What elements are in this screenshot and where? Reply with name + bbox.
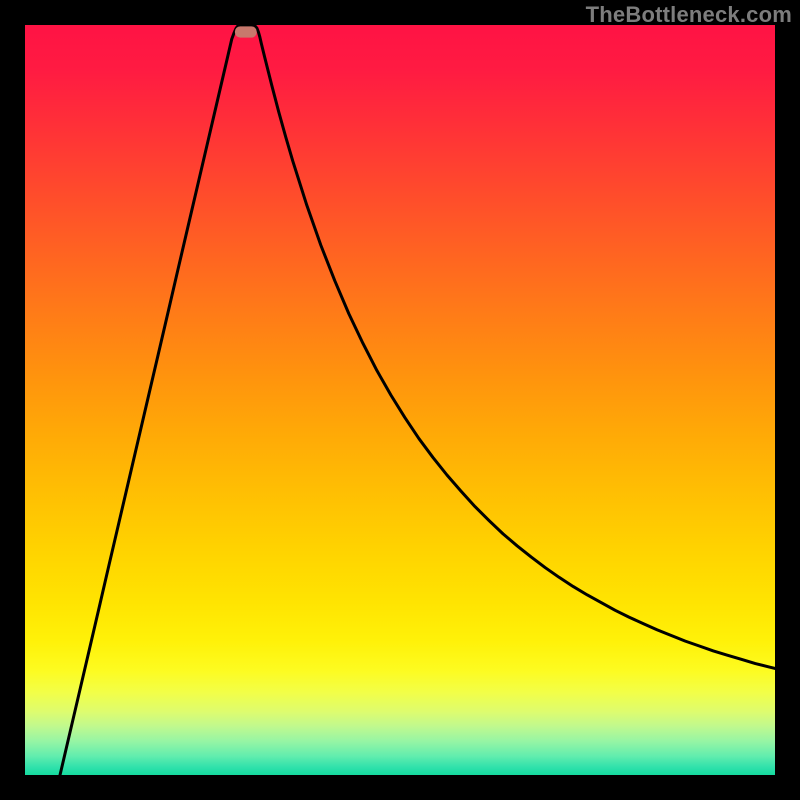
optimal-marker — [235, 26, 257, 37]
plot-background — [25, 25, 775, 775]
chart-frame: TheBottleneck.com — [0, 0, 800, 800]
bottleneck-chart — [25, 25, 775, 775]
